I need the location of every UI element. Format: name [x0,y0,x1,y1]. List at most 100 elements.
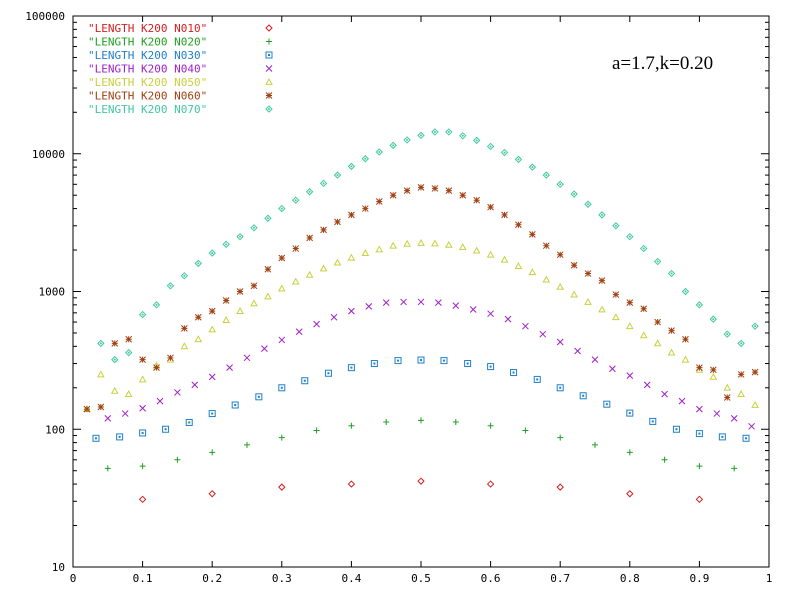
data-point [500,148,509,157]
data-point [403,239,411,247]
data-point-dot [155,303,158,306]
legend-label: "LENGTH K200 N060" [88,90,207,103]
data-point [375,148,383,156]
data-point [417,477,425,485]
data-point [640,305,648,313]
data-point [361,205,369,212]
data-point-dot [378,150,381,153]
data-point [250,282,258,290]
data-point [185,418,193,426]
data-point [696,364,703,372]
series-5 [83,238,759,413]
series-1 [138,477,704,504]
data-point [539,330,547,338]
data-point-dot [127,351,130,354]
data-point [473,196,481,204]
data-point [556,180,564,189]
data-point-dot [327,372,330,375]
data-point [603,400,611,408]
data-point-dot [99,342,102,345]
data-point [500,255,509,263]
data-point [528,163,537,171]
data-point [194,259,202,268]
data-point [243,354,251,362]
data-point-dot [475,139,478,142]
data-point [510,369,518,377]
data-point [348,211,355,219]
data-point [626,372,634,379]
data-point [347,480,356,488]
data-point [695,430,703,438]
data-point [486,250,495,258]
data-point-dot [266,217,269,220]
data-point [174,456,181,463]
data-point [592,441,598,448]
data-point-dot [614,224,617,227]
data-point-dot [406,138,409,141]
data-point [504,315,512,323]
data-point [139,404,146,412]
data-point [292,196,300,204]
data-point-dot [698,303,701,306]
y-tick-label: 100 [45,423,65,436]
data-point [389,141,397,150]
data-point [375,198,383,205]
data-point-dot [712,318,715,321]
data-point [556,338,564,346]
data-point [542,242,550,250]
data-point-dot [545,174,548,177]
legend-label: "LENGTH K200 N020" [88,36,207,49]
data-point [570,190,578,198]
legend-marker [265,105,273,113]
data-point [748,422,755,430]
data-point-dot [322,182,325,185]
data-point [166,282,175,290]
data-point-dot [308,190,311,193]
data-point [514,155,523,164]
x-tick-label: 0.6 [481,572,501,585]
data-point [295,328,303,336]
data-point [501,211,508,219]
data-point [625,322,634,330]
data-point-dot [420,134,422,137]
data-point-dot [141,313,144,316]
data-point [612,291,620,298]
data-point-dot [573,193,576,196]
data-point [250,224,258,232]
data-point [713,410,721,417]
data-point-dot [587,203,590,206]
data-point [529,230,536,238]
data-point-dot [303,379,306,382]
data-point [731,465,738,472]
data-point [459,132,467,140]
legend: "LENGTH K200 N010""LENGTH K200 N020""LEN… [88,22,273,116]
data-point [167,354,174,362]
data-point-dot [605,403,608,406]
data-point [487,363,495,371]
data-point [709,372,718,380]
data-point [320,226,327,234]
data-point-dot [670,272,673,275]
series-6 [83,184,759,413]
data-point [348,422,355,429]
data-point [375,245,384,253]
data-point-dot [280,207,283,210]
data-point [653,257,662,266]
x-tick-label: 0.9 [689,572,709,585]
data-point [313,427,320,434]
data-point [255,393,263,401]
data-point-dot [656,260,659,263]
data-point-dot [651,420,654,423]
data-point [723,394,731,401]
x-tick-label: 0.2 [202,572,222,585]
y-tick-label: 1000 [39,286,66,299]
data-point-dot [141,431,144,434]
data-point [737,371,745,378]
y-tick-label: 10 [52,561,65,574]
data-point [598,211,606,219]
data-point [292,245,300,252]
legend-label: "LENGTH K200 N040" [88,63,207,76]
data-point [226,364,233,372]
data-point [174,389,181,396]
data-point [394,357,402,365]
